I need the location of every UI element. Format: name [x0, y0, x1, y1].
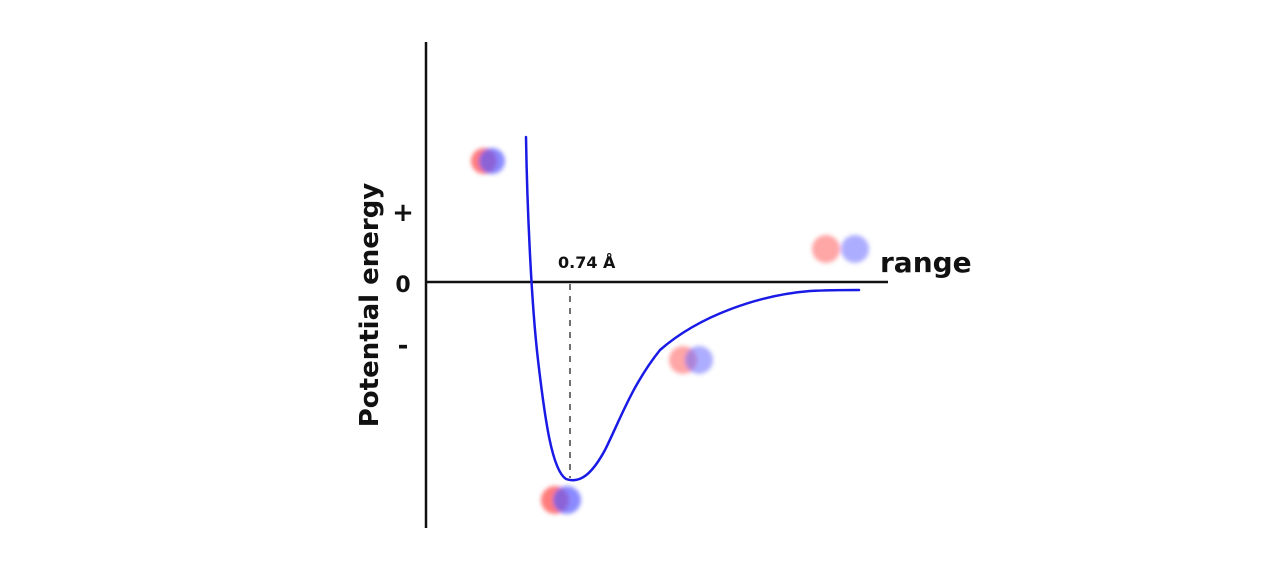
bond-length-label: 0.74 Å	[558, 253, 616, 272]
potential-energy-curve	[524, 135, 861, 482]
tick-plus: +	[392, 198, 414, 228]
tick-minus: -	[398, 331, 409, 361]
tick-zero: 0	[395, 273, 410, 298]
atom-pair-stretched	[669, 346, 713, 374]
x-axis-label: range	[880, 246, 972, 279]
atom-pair-equilibrium	[541, 486, 581, 514]
atom-pair-compressed	[471, 148, 505, 174]
atom-pair-separated	[812, 235, 869, 263]
y-axis-label: Potential energy	[355, 183, 385, 428]
